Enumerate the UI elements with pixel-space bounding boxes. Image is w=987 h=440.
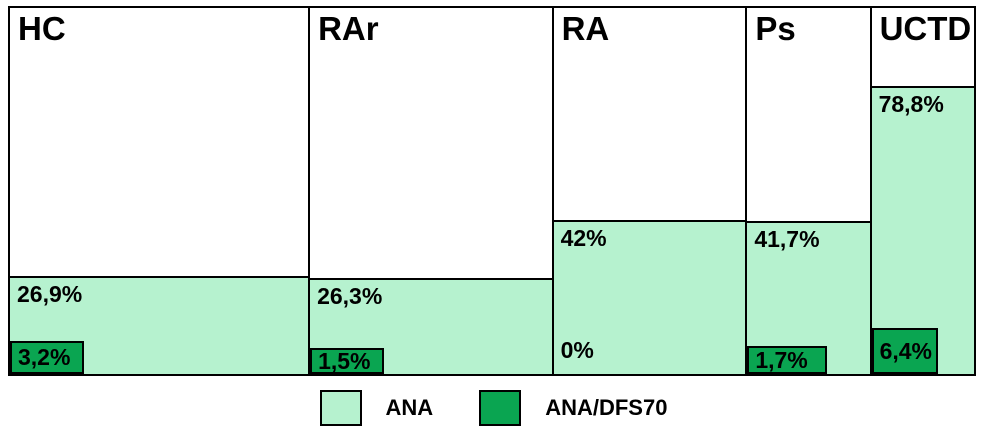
ana-color-swatch	[319, 390, 362, 426]
ana-dfs70-bar: 3,2%	[10, 341, 84, 374]
ana-dfs70-bar: 6,4%	[871, 328, 938, 374]
ana-bar: 26,3%	[310, 277, 552, 374]
category-label: RA	[561, 10, 610, 47]
column-ps: Ps 41,7% 1,7%	[747, 8, 872, 374]
ana-dfs70-value-label: 1,7%	[755, 346, 808, 373]
ana-value-label: 42%	[560, 225, 607, 252]
ana-dfs70-value-label: 0%	[560, 337, 594, 363]
legend-label-ana-dfs70: ANA/DFS70	[545, 395, 668, 420]
legend-item-ana-dfs70: ANA/DFS70	[479, 390, 667, 426]
category-label: Ps	[755, 10, 796, 47]
ana-dfs70-bar: 1,7%	[747, 346, 828, 374]
category-label: HC	[18, 10, 66, 47]
column-hc: HC 26,9% 3,2%	[10, 8, 311, 374]
ana-bar: 78,8%	[871, 85, 974, 374]
ana-value-label: 26,3%	[317, 282, 383, 309]
ana-bar: 42%	[553, 220, 746, 374]
legend-label-ana: ANA	[385, 395, 434, 420]
ana-dfs70-color-swatch	[479, 390, 522, 426]
column-rar: RAr 26,3% 1,5%	[310, 8, 554, 374]
ana-dfs70-value-label: 6,4%	[879, 337, 933, 364]
ana-value-label: 41,7%	[754, 226, 820, 253]
category-label: RAr	[318, 10, 379, 47]
legend: ANA ANA/DFS70	[0, 390, 987, 426]
ana-value-label: 78,8%	[878, 90, 944, 117]
mosaic-chart: HC 26,9% 3,2% RAr 26,3% 1,5% RA 42% 0% Ps 41,7% 1,7…	[8, 6, 976, 376]
column-uctd: UCTD 78,8% 6,4%	[871, 8, 974, 374]
category-label: UCTD	[879, 10, 972, 47]
ana-value-label: 26,9%	[17, 280, 83, 307]
column-ra: RA 42% 0%	[553, 8, 748, 374]
legend-item-ana: ANA	[319, 390, 434, 426]
ana-dfs70-value-label: 3,2%	[18, 344, 71, 370]
ana-dfs70-bar: 1,5%	[310, 347, 385, 374]
ana-dfs70-value-label: 1,5%	[318, 347, 371, 374]
